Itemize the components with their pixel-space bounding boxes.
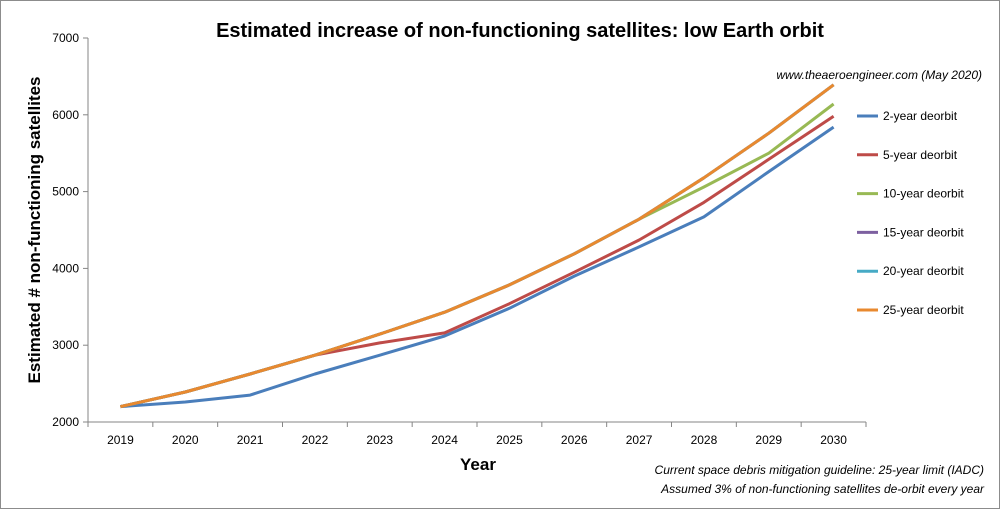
series-line-20-year-deorbit (120, 83, 835, 409)
series-line-10-year-deorbit (120, 102, 835, 409)
y-tick-label: 4000 (52, 261, 79, 275)
x-tick-label: 2028 (691, 433, 718, 447)
assumption-note: Assumed 3% of non-functioning satellites… (660, 482, 985, 496)
series-line-25-year-deorbit (120, 83, 835, 409)
legend-label: 15-year deorbit (883, 225, 964, 239)
legend-label: 25-year deorbit (883, 303, 964, 317)
series-line-15-year-deorbit (120, 83, 835, 409)
y-tick-label: 6000 (52, 108, 79, 122)
y-tick-label: 3000 (52, 338, 79, 352)
guideline-note: Current space debris mitigation guidelin… (655, 463, 984, 477)
x-tick-label: 2022 (302, 433, 329, 447)
legend-label: 20-year deorbit (883, 264, 964, 278)
legend-label: 2-year deorbit (883, 109, 958, 123)
y-tick-label: 2000 (52, 415, 79, 429)
x-tick-label: 2026 (561, 433, 588, 447)
x-tick-label: 2020 (172, 433, 199, 447)
x-tick-label: 2027 (626, 433, 653, 447)
source-annotation: www.theaeroengineer.com (May 2020) (776, 68, 982, 82)
x-tick-label: 2025 (496, 433, 523, 447)
y-tick-label: 7000 (52, 31, 79, 45)
x-tick-label: 2019 (107, 433, 134, 447)
y-axis-label: Estimated # non-functioning satellites (25, 77, 44, 384)
series-line-2-year-deorbit (120, 125, 835, 409)
x-axis-label: Year (460, 455, 496, 474)
legend-label: 5-year deorbit (883, 148, 958, 162)
chart-title: Estimated increase of non-functioning sa… (216, 20, 824, 42)
x-tick-label: 2029 (755, 433, 782, 447)
x-tick-label: 2023 (366, 433, 393, 447)
x-tick-label: 2024 (431, 433, 458, 447)
legend-label: 10-year deorbit (883, 187, 964, 201)
series-line-5-year-deorbit (120, 115, 835, 409)
x-tick-label: 2030 (820, 433, 847, 447)
y-tick-label: 5000 (52, 185, 79, 199)
x-tick-label: 2021 (237, 433, 264, 447)
